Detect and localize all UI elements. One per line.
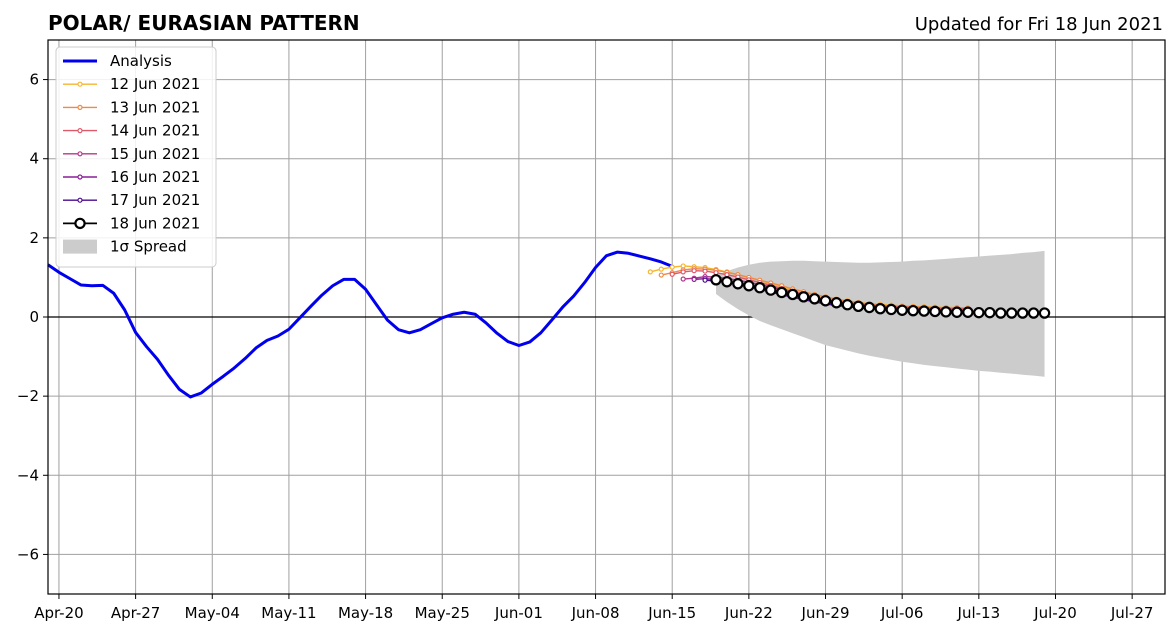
- latest-forecast-point: [907, 304, 919, 317]
- latest-forecast-point: [874, 302, 886, 315]
- y-tick-label: 4: [29, 150, 39, 168]
- latest-forecast-point: [743, 280, 755, 292]
- forecast-point: [680, 269, 686, 275]
- x-tick-label: Jul-20: [1033, 604, 1077, 622]
- x-tick-label: Jun-22: [724, 604, 773, 622]
- y-tick-label: 2: [29, 229, 39, 247]
- legend-label-forecast: 16 Jun 2021: [110, 168, 200, 186]
- latest-forecast-point: [852, 300, 865, 313]
- latest-forecast-point: [841, 299, 854, 311]
- x-tick-label: May-25: [415, 604, 470, 622]
- x-tick-label: Jul-27: [1110, 604, 1154, 622]
- latest-forecast-point: [995, 307, 1007, 319]
- x-tick-label: Jun-29: [801, 604, 850, 622]
- legend-marker-forecast: [77, 174, 83, 180]
- legend-label-analysis: Analysis: [110, 52, 172, 70]
- latest-forecast-point: [1027, 307, 1040, 319]
- plot-area: Apr-20 Apr-27 May-04 May-11 May-18 May-25 Jun-…: [17, 39, 1166, 622]
- latest-forecast-point: [765, 284, 777, 296]
- latest-forecast-point: [951, 306, 963, 318]
- latest-forecast-point: [830, 297, 843, 309]
- latest-forecast-point: [797, 291, 810, 303]
- analysis-line: [47, 250, 673, 399]
- latest-forecast-point: [786, 288, 799, 301]
- y-tick-label: −6: [17, 545, 39, 563]
- forecast-point: [647, 269, 653, 275]
- latest-forecast-point: [754, 282, 766, 294]
- forecast-point: [658, 266, 664, 272]
- latest-forecast-point: [940, 306, 952, 318]
- legend-label-latest: 18 Jun 2021: [110, 214, 200, 232]
- latest-forecast-point: [710, 274, 722, 286]
- legend-marker-forecast: [77, 81, 83, 87]
- latest-forecast-point: [984, 306, 996, 319]
- latest-forecast-point: [863, 301, 876, 314]
- x-tick-label: Jun-08: [571, 604, 620, 622]
- x-tick-label: May-04: [185, 604, 240, 622]
- legend-label-forecast: 15 Jun 2021: [110, 145, 200, 163]
- forecast-point: [669, 264, 675, 270]
- latest-forecast-point: [885, 303, 897, 316]
- latest-forecast-point: [732, 278, 744, 290]
- latest-forecast-point: [962, 306, 974, 318]
- latest-forecast-point: [1038, 307, 1051, 319]
- legend-label-forecast: 14 Jun 2021: [110, 122, 200, 140]
- latest-forecast-point: [1005, 307, 1018, 319]
- latest-forecast-point: [929, 305, 941, 318]
- legend-box: [55, 46, 217, 268]
- latest-forecast-point: [776, 286, 788, 299]
- forecast-point: [713, 270, 719, 276]
- x-tick-label: Apr-27: [111, 604, 161, 622]
- forecast-point: [691, 276, 697, 283]
- forecast-point: [702, 277, 708, 283]
- forecast-point: [669, 271, 675, 277]
- x-tick-label: Jul-06: [880, 604, 924, 622]
- legend-marker-latest: [74, 217, 86, 230]
- latest-forecast-point: [918, 305, 930, 317]
- legend-label-forecast: 13 Jun 2021: [110, 98, 200, 116]
- x-tick-label: May-11: [261, 604, 316, 622]
- latest-forecast-point: [1016, 307, 1029, 319]
- latest-forecast-point: [973, 306, 985, 319]
- legend-marker-forecast: [77, 128, 83, 134]
- y-tick-label: 0: [29, 308, 39, 326]
- legend-label-forecast: 12 Jun 2021: [110, 75, 200, 93]
- latest-forecast-point: [896, 304, 908, 316]
- x-tick-label: May-18: [338, 604, 393, 622]
- x-tick-label: Jul-13: [957, 604, 1001, 622]
- x-tick-label: Apr-20: [34, 604, 84, 622]
- x-tick-label: Jun-01: [494, 604, 543, 622]
- forecast-point: [658, 272, 664, 278]
- forecast-point: [691, 268, 697, 274]
- latest-forecast-point: [721, 276, 733, 288]
- legend-marker-forecast: [77, 197, 83, 203]
- legend-label-forecast: 17 Jun 2021: [110, 191, 200, 209]
- legend-marker-forecast: [77, 151, 83, 157]
- y-tick-label: 6: [29, 71, 39, 89]
- y-tick-label: −2: [17, 387, 39, 405]
- chart-title: POLAR/ EURASIAN PATTERN: [48, 11, 360, 35]
- legend-label-spread: 1σ Spread: [110, 238, 187, 256]
- legend: Analysis 12 Jun 2021 13 Jun 2021 14 Jun 202…: [55, 46, 217, 268]
- latest-forecast-point: [808, 293, 821, 305]
- y-tick-label: −4: [17, 466, 39, 484]
- legend-swatch-spread: [63, 239, 97, 254]
- x-tick-label: Jun-15: [647, 604, 696, 622]
- forecast-point: [702, 268, 708, 274]
- latest-forecast-point: [819, 295, 832, 307]
- legend-marker-forecast: [77, 104, 83, 111]
- latest-forecast-series: [710, 274, 1051, 319]
- chart-subtitle: Updated for Fri 18 Jun 2021: [915, 14, 1163, 35]
- forecast-point: [680, 276, 686, 282]
